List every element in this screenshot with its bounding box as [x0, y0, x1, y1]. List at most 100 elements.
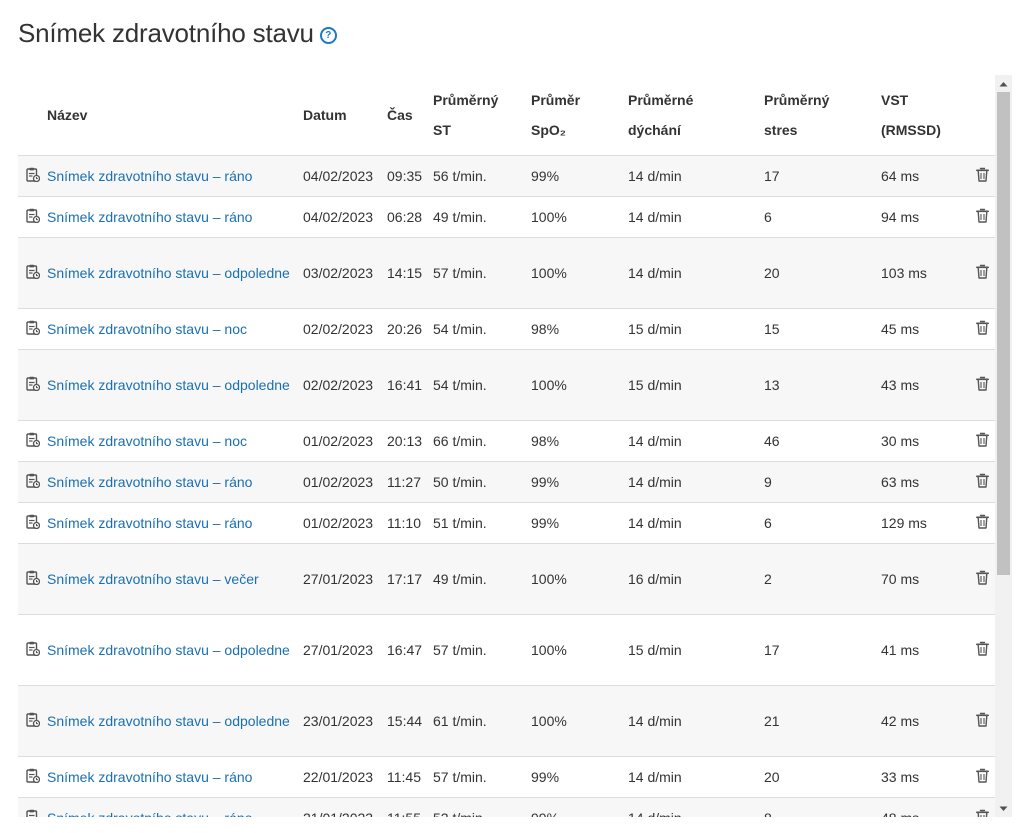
table-row[interactable]: Snímek zdravotního stavu – ráno 22/01/202… — [18, 756, 995, 798]
trash-icon[interactable] — [976, 509, 989, 539]
row-avg-stress: 15 — [764, 321, 780, 337]
table-row[interactable]: Snímek zdravotního stavu – odpoledne 27/0… — [18, 614, 995, 686]
row-avg-hr: 51 t/min. — [433, 515, 487, 531]
scroll-up-arrow-icon[interactable] — [995, 75, 1012, 92]
row-avg-resp: 14 d/min — [628, 798, 764, 817]
snapshot-name-link[interactable]: Snímek zdravotního stavu – noc — [47, 321, 247, 337]
row-hrv: 63 ms — [881, 474, 920, 490]
row-avg-resp: 15 d/min — [628, 377, 682, 393]
report-clipboard-icon — [25, 509, 40, 539]
row-avg-hr: 54 t/min. — [433, 321, 487, 337]
report-clipboard-icon — [25, 707, 40, 737]
snapshot-name-link[interactable]: Snímek zdravotního stavu – večer — [47, 571, 259, 587]
trash-icon[interactable] — [976, 162, 989, 192]
snapshot-table-container[interactable]: Název Datum Čas Průměrný ST Průměr SpO₂ Pr… — [18, 75, 995, 817]
table-row[interactable]: Snímek zdravotního stavu – ráno 04/02/202… — [18, 155, 995, 197]
header-avg-resp[interactable]: Průměrné dýchání — [628, 75, 764, 156]
row-avg-stress: 13 — [764, 377, 780, 393]
row-date: 04/02/2023 — [303, 168, 374, 184]
row-avg-resp: 14 d/min — [628, 474, 682, 490]
header-avg-stress[interactable]: Průměrný stres — [764, 75, 881, 156]
trash-icon[interactable] — [976, 371, 989, 401]
report-clipboard-icon — [25, 468, 40, 498]
row-date: 27/01/2023 — [303, 642, 374, 658]
row-actions-cell — [959, 686, 995, 757]
trash-icon[interactable] — [976, 315, 989, 345]
table-row[interactable]: Snímek zdravotního stavu – ráno 04/02/202… — [18, 196, 995, 238]
row-actions-cell — [959, 757, 995, 798]
table-row[interactable]: Snímek zdravotního stavu – noc 02/02/2023… — [18, 308, 995, 350]
report-clipboard-icon — [25, 203, 40, 233]
row-avg-resp: 14 d/min — [628, 168, 682, 184]
trash-icon[interactable] — [976, 636, 989, 666]
row-name-cell: Snímek zdravotního stavu – ráno — [47, 462, 303, 503]
row-actions-cell — [959, 238, 995, 309]
header-avg-hr-line2: ST — [433, 122, 451, 138]
row-avg-stress: 17 — [764, 642, 780, 658]
trash-icon[interactable] — [976, 259, 989, 289]
snapshot-name-link[interactable]: Snímek zdravotního stavu – odpoledne — [47, 377, 290, 393]
row-time: 11:45 — [387, 769, 421, 785]
header-name[interactable]: Název — [47, 75, 303, 156]
row-time: 14:15 — [387, 265, 423, 281]
row-time: 20:26 — [387, 321, 423, 337]
table-row[interactable]: Snímek zdravotního stavu – ráno 01/02/202… — [18, 502, 995, 544]
trash-icon[interactable] — [976, 565, 989, 595]
header-avg-resp-line1: Průměrné — [628, 92, 694, 108]
row-actions-cell — [959, 197, 995, 238]
row-avg-hr: 52 t/min. — [433, 798, 531, 817]
row-avg-resp: 14 d/min — [628, 209, 682, 225]
snapshot-name-link[interactable]: Snímek zdravotního stavu – ráno — [47, 515, 253, 531]
scrollbar-thumb[interactable] — [997, 92, 1010, 575]
header-date[interactable]: Datum — [303, 75, 387, 156]
header-avg-spo2[interactable]: Průměr SpO₂ — [531, 75, 628, 156]
header-time[interactable]: Čas — [387, 75, 433, 156]
row-actions-cell — [959, 615, 995, 686]
row-date: 01/02/2023 — [303, 474, 374, 490]
header-hrv-line1: VST — [881, 92, 909, 108]
scroll-down-arrow-icon[interactable] — [995, 800, 1012, 817]
header-avg-hr[interactable]: Průměrný ST — [433, 75, 531, 156]
table-row[interactable]: Snímek zdravotního stavu – odpoledne 03/0… — [18, 237, 995, 309]
row-avg-stress: 20 — [764, 265, 780, 281]
row-actions-cell — [959, 350, 995, 421]
trash-icon[interactable] — [976, 203, 989, 233]
snapshot-name-link[interactable]: Snímek zdravotního stavu – ráno — [47, 810, 252, 817]
row-avg-spo2: 100% — [531, 209, 567, 225]
snapshot-name-link[interactable]: Snímek zdravotního stavu – ráno — [47, 474, 253, 490]
row-hrv: 33 ms — [881, 769, 920, 785]
vertical-scrollbar[interactable] — [995, 75, 1012, 817]
snapshot-name-link[interactable]: Snímek zdravotního stavu – ráno — [47, 769, 253, 785]
row-avg-resp: 14 d/min — [628, 769, 682, 785]
snapshot-name-link[interactable]: Snímek zdravotního stavu – ráno — [47, 209, 253, 225]
snapshot-name-link[interactable]: Snímek zdravotního stavu – noc — [47, 433, 247, 449]
table-header-row: Název Datum Čas Průměrný ST Průměr SpO₂ Pr… — [18, 75, 995, 156]
help-icon[interactable]: ? — [319, 27, 337, 44]
row-name-cell: Snímek zdravotního stavu – odpoledne — [47, 238, 303, 309]
snapshot-name-link[interactable]: Snímek zdravotního stavu – odpoledne — [47, 265, 290, 281]
trash-icon[interactable] — [976, 763, 989, 793]
table-row[interactable]: Snímek zdravotního stavu – odpoledne 23/0… — [18, 685, 995, 757]
header-hrv[interactable]: VST (RMSSD) — [881, 75, 959, 156]
snapshot-table: Název Datum Čas Průměrný ST Průměr SpO₂ Pr… — [18, 75, 995, 817]
snapshot-name-link[interactable]: Snímek zdravotního stavu – ráno — [47, 168, 253, 184]
row-time: 15:44 — [387, 713, 423, 729]
row-icon-cell — [18, 798, 47, 817]
snapshot-name-link[interactable]: Snímek zdravotního stavu – odpoledne — [47, 642, 290, 658]
trash-icon[interactable] — [976, 427, 989, 457]
trash-icon[interactable] — [976, 804, 989, 817]
header-icon-col — [18, 75, 47, 156]
table-row[interactable]: Snímek zdravotního stavu – noc 01/02/2023… — [18, 420, 995, 462]
snapshot-name-link[interactable]: Snímek zdravotního stavu – odpoledne — [47, 713, 290, 729]
table-row[interactable]: Snímek zdravotního stavu – odpoledne 02/0… — [18, 349, 995, 421]
row-time: 11:10 — [387, 515, 421, 531]
row-avg-hr: 54 t/min. — [433, 377, 487, 393]
table-row[interactable]: Snímek zdravotního stavu – ráno 01/02/202… — [18, 461, 995, 503]
table-row[interactable]: Snímek zdravotního stavu – ráno 21/01/202… — [18, 797, 995, 817]
trash-icon[interactable] — [976, 707, 989, 737]
trash-icon[interactable] — [976, 468, 989, 498]
row-date: 01/02/2023 — [303, 515, 374, 531]
row-name-cell: Snímek zdravotního stavu – odpoledne — [47, 615, 303, 686]
table-row[interactable]: Snímek zdravotního stavu – večer 27/01/20… — [18, 543, 995, 615]
row-date: 04/02/2023 — [303, 209, 374, 225]
